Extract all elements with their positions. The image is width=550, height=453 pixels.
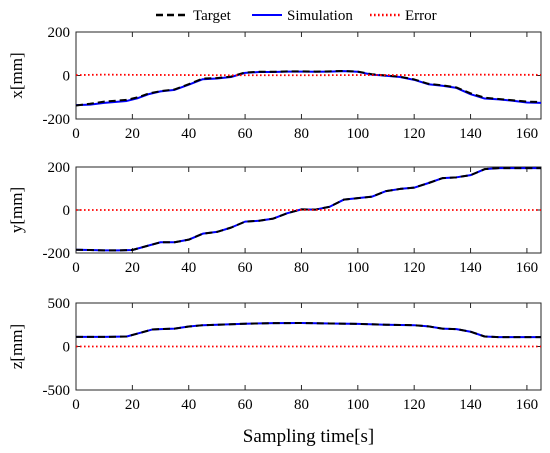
series-target <box>76 322 541 339</box>
legend-label: Error <box>405 8 437 24</box>
x-tick-label: 40 <box>181 397 196 413</box>
series-simulation <box>76 70 541 107</box>
x-tick-label: 140 <box>459 126 482 142</box>
x-tick-label: 80 <box>294 397 309 413</box>
x-tick-label: 80 <box>294 260 309 276</box>
x-tick-label: 80 <box>294 126 309 142</box>
x-tick-label: 0 <box>72 397 80 413</box>
legend: Target Simulation Error <box>156 8 437 24</box>
x-axis-label: Sampling time[s] <box>243 426 374 447</box>
subplot-3: 0 20 40 60 80 100 120 140 160-5000500z[mm]Sampli… <box>7 296 542 447</box>
legend-item: Error <box>370 8 437 24</box>
y-tick-label: 200 <box>48 160 71 176</box>
x-tick-label: 20 <box>125 126 140 142</box>
y-tick-label: 0 <box>63 203 71 219</box>
legend-item: Target <box>156 8 232 24</box>
x-tick-label: 20 <box>125 260 140 276</box>
x-tick-label: 100 <box>347 126 370 142</box>
y-axis-label: y[mm] <box>7 187 26 233</box>
y-tick-label: -200 <box>43 246 71 262</box>
y-axis-label: x[mm] <box>7 52 26 98</box>
y-tick-label: 200 <box>48 25 71 41</box>
series-target <box>76 69 541 107</box>
x-tick-label: 0 <box>72 260 80 276</box>
x-tick-label: 120 <box>403 260 426 276</box>
x-tick-label: 40 <box>181 260 196 276</box>
x-tick-label: 140 <box>459 397 482 413</box>
legend-label: Target <box>193 8 232 24</box>
y-tick-label: -500 <box>43 383 71 399</box>
x-tick-label: 60 <box>238 126 253 142</box>
x-tick-label: 0 <box>72 126 80 142</box>
y-tick-label: 500 <box>48 296 71 312</box>
series-simulation <box>76 322 541 339</box>
x-tick-label: 160 <box>516 397 539 413</box>
x-tick-label: 160 <box>516 126 539 142</box>
x-tick-label: 100 <box>347 397 370 413</box>
legend-label: Simulation <box>287 8 353 24</box>
y-tick-label: -200 <box>43 112 71 128</box>
x-tick-label: 40 <box>181 126 196 142</box>
x-tick-label: 140 <box>459 260 482 276</box>
y-tick-label: 0 <box>63 340 71 356</box>
x-tick-label: 60 <box>238 260 253 276</box>
x-tick-label: 120 <box>403 126 426 142</box>
x-tick-label: 120 <box>403 397 426 413</box>
y-tick-label: 0 <box>63 69 71 85</box>
x-tick-label: 20 <box>125 397 140 413</box>
series-target <box>76 167 541 252</box>
x-tick-label: 100 <box>347 260 370 276</box>
series-error <box>76 73 541 77</box>
x-tick-label: 60 <box>238 397 253 413</box>
x-tick-label: 160 <box>516 260 539 276</box>
legend-item: Simulation <box>252 8 353 24</box>
y-axis-label: z[mm] <box>7 324 26 369</box>
